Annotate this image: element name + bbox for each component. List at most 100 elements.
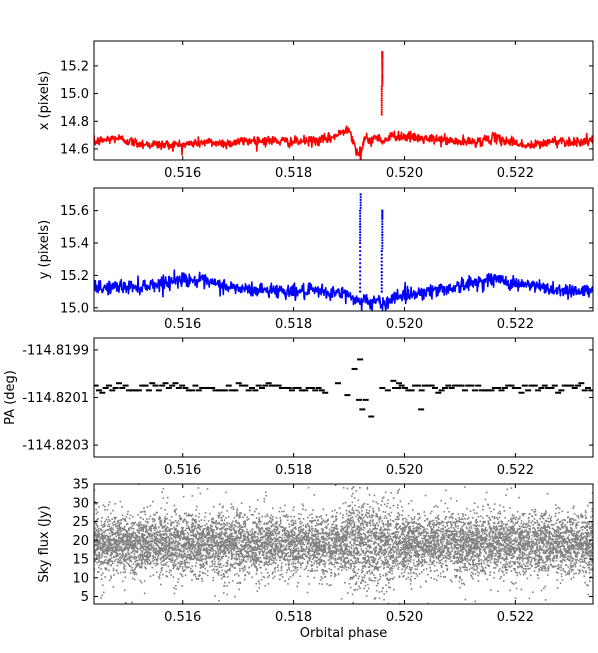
data-point [207, 536, 210, 539]
data-point [368, 534, 370, 537]
data-point [175, 545, 178, 547]
data-point [170, 569, 172, 572]
data-point [323, 570, 326, 573]
data-point [425, 547, 427, 550]
data-point [164, 537, 166, 539]
data-point [97, 517, 99, 520]
data-point [244, 568, 246, 571]
data-point [355, 536, 357, 539]
data-point [441, 543, 443, 545]
data-point [584, 552, 587, 554]
data-point [195, 551, 197, 554]
data-point [437, 517, 439, 520]
data-point [483, 530, 486, 533]
data-point [438, 562, 441, 564]
data-point [144, 525, 147, 528]
data-point [521, 525, 523, 528]
data-point [196, 554, 198, 557]
data-point [387, 563, 390, 566]
data-point [323, 541, 325, 544]
data-point [547, 540, 550, 543]
series-line [94, 125, 593, 158]
data-point [559, 546, 562, 548]
data-point [509, 529, 511, 532]
data-point [322, 560, 325, 562]
data-point [131, 556, 133, 559]
data-point [115, 569, 118, 571]
data-point [259, 528, 261, 530]
data-point [487, 522, 490, 524]
data-point [319, 540, 322, 542]
data-point [426, 524, 429, 527]
data-point [461, 579, 463, 581]
data-point [253, 560, 255, 563]
data-point [396, 528, 398, 530]
data-point [346, 562, 349, 564]
data-point [466, 545, 469, 548]
data-point [255, 573, 258, 575]
data-point [538, 524, 541, 527]
data-point [361, 513, 363, 516]
data-point [312, 535, 315, 537]
data-point [155, 536, 157, 538]
data-point [434, 517, 437, 519]
data-point [485, 551, 487, 554]
data-point [147, 558, 149, 561]
data-point [350, 516, 352, 519]
data-point [238, 517, 241, 519]
data-point [315, 530, 318, 532]
data-point [546, 556, 549, 559]
data-point [369, 531, 371, 534]
data-point [514, 547, 516, 550]
data-point [461, 556, 463, 558]
data-point [543, 587, 545, 590]
data-point [406, 535, 409, 537]
data-point [445, 530, 447, 532]
data-point [142, 543, 145, 545]
data-point [354, 530, 357, 533]
data-point [246, 535, 249, 538]
data-point [486, 564, 489, 566]
data-point [316, 552, 318, 554]
data-point [372, 556, 375, 559]
data-point [265, 491, 267, 493]
data-point [199, 567, 202, 569]
data-point [151, 566, 154, 569]
data-point [98, 554, 100, 556]
data-point [239, 560, 241, 563]
data-point [557, 547, 560, 549]
data-point [545, 526, 548, 528]
data-point [386, 562, 389, 564]
data-point [569, 518, 571, 521]
data-point [505, 557, 507, 559]
data-point [520, 556, 523, 559]
data-point [584, 557, 587, 559]
data-point [231, 544, 234, 546]
data-point [233, 547, 236, 549]
data-point [293, 542, 296, 545]
data-point [590, 522, 593, 524]
data-point [476, 548, 478, 551]
data-point [444, 554, 446, 557]
data-point [225, 491, 227, 494]
data-point [179, 517, 181, 520]
data-point [371, 520, 374, 522]
data-point [480, 570, 482, 572]
data-point [377, 569, 379, 571]
data-point [229, 543, 232, 546]
data-point [419, 524, 422, 527]
data-point [540, 555, 543, 558]
data-point [116, 530, 119, 532]
data-point [96, 561, 98, 564]
data-point [473, 545, 475, 548]
data-point [198, 559, 200, 561]
data-point [347, 519, 349, 521]
data-point [347, 559, 350, 562]
data-point [359, 282, 362, 285]
data-point [361, 562, 363, 564]
data-point [165, 540, 167, 542]
data-point [417, 523, 420, 525]
data-point [152, 520, 154, 523]
data-point [197, 578, 200, 580]
